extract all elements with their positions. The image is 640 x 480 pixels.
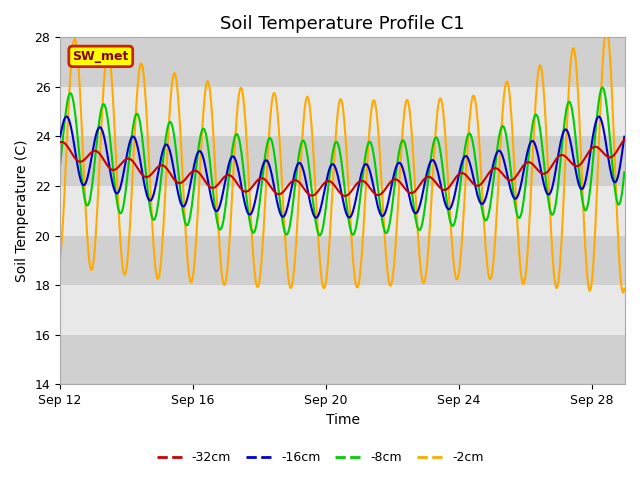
Y-axis label: Soil Temperature (C): Soil Temperature (C) xyxy=(15,140,29,282)
Bar xyxy=(60,37,625,87)
Bar xyxy=(60,136,625,186)
Bar xyxy=(60,285,625,335)
Bar xyxy=(60,236,625,285)
Legend: -32cm, -16cm, -8cm, -2cm: -32cm, -16cm, -8cm, -2cm xyxy=(152,446,488,469)
X-axis label: Time: Time xyxy=(326,413,360,427)
Text: SW_met: SW_met xyxy=(72,50,129,63)
Title: Soil Temperature Profile C1: Soil Temperature Profile C1 xyxy=(220,15,465,33)
Bar xyxy=(60,186,625,236)
Bar xyxy=(60,87,625,136)
Bar xyxy=(60,335,625,384)
